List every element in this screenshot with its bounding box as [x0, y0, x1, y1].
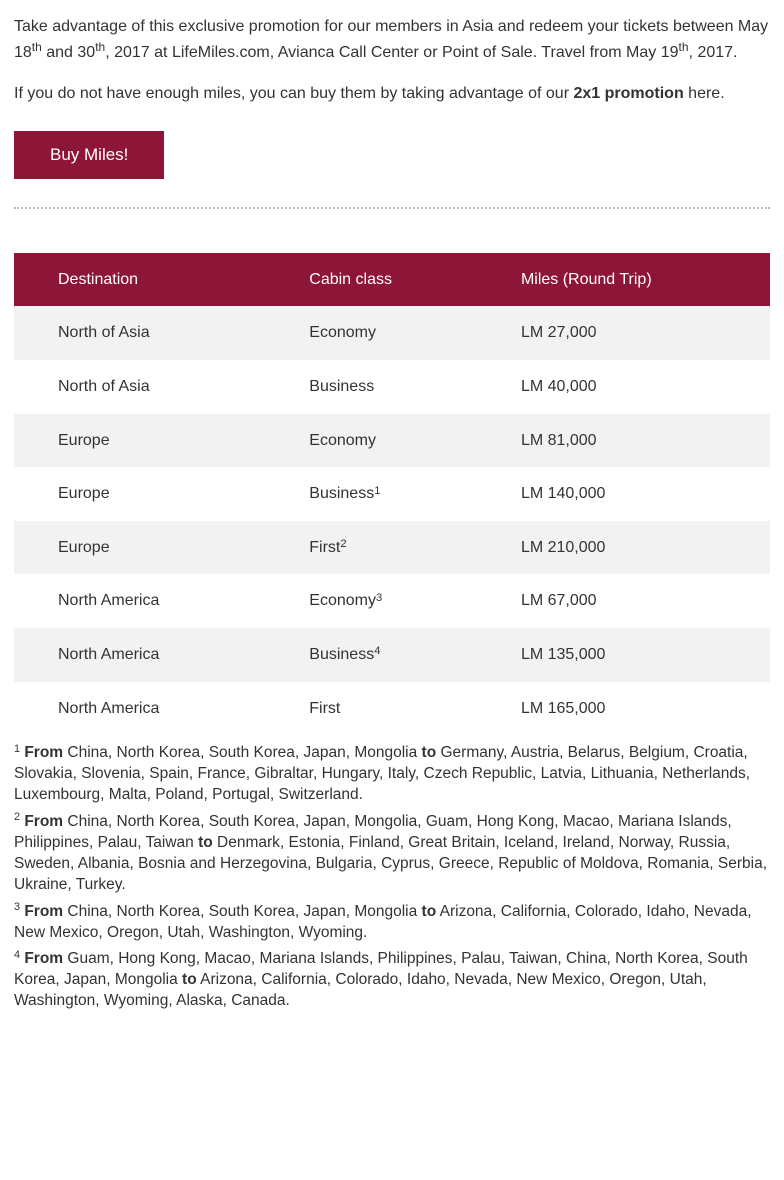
cabin-footnote-ref: 4	[374, 645, 380, 657]
buy-miles-button[interactable]: Buy Miles!	[14, 131, 164, 179]
cell-cabin: Business	[301, 360, 513, 414]
promo-bold: 2x1 promotion	[573, 85, 683, 102]
footnote-from-text: China, North Korea, South Korea, Japan, …	[63, 744, 421, 761]
footnote-to-label: to	[422, 903, 437, 920]
miles-table: Destination Cabin class Miles (Round Tri…	[14, 253, 770, 735]
footnote-from-text: China, North Korea, South Korea, Japan, …	[63, 903, 421, 920]
cell-cabin: Economy3	[301, 574, 513, 628]
cell-cabin: First	[301, 682, 513, 736]
cell-destination: Europe	[14, 414, 301, 468]
footnote: 1 From China, North Korea, South Korea, …	[14, 743, 770, 806]
table-row: North of AsiaBusinessLM 40,000	[14, 360, 770, 414]
table-row: EuropeEconomyLM 81,000	[14, 414, 770, 468]
promo-pre: If you do not have enough miles, you can…	[14, 85, 573, 102]
cell-miles: LM 81,000	[513, 414, 770, 468]
intro-sup-3: th	[679, 40, 689, 54]
footnote-from-label: From	[24, 903, 63, 920]
header-miles: Miles (Round Trip)	[513, 253, 770, 307]
footnote-number: 2	[14, 811, 20, 823]
cell-destination: North America	[14, 628, 301, 682]
footnote-number: 4	[14, 949, 20, 961]
footnote-number: 1	[14, 743, 20, 755]
cabin-footnote-ref: 1	[374, 485, 380, 497]
footnote-to-label: to	[198, 834, 213, 851]
intro-sup-2: th	[95, 40, 105, 54]
table-row: EuropeFirst2LM 210,000	[14, 521, 770, 575]
table-row: North AmericaEconomy3LM 67,000	[14, 574, 770, 628]
cell-destination: North America	[14, 682, 301, 736]
section-divider	[14, 207, 770, 209]
cell-miles: LM 40,000	[513, 360, 770, 414]
footnote-from-label: From	[24, 744, 63, 761]
table-row: EuropeBusiness1LM 140,000	[14, 467, 770, 521]
cell-destination: Europe	[14, 521, 301, 575]
promo-paragraph: If you do not have enough miles, you can…	[14, 81, 770, 107]
footnote: 2 From China, North Korea, South Korea, …	[14, 812, 770, 896]
footnote: 4 From Guam, Hong Kong, Macao, Mariana I…	[14, 949, 770, 1012]
cell-miles: LM 67,000	[513, 574, 770, 628]
cell-destination: North America	[14, 574, 301, 628]
intro-text-3: , 2017 at LifeMiles.com, Avianca Call Ce…	[105, 44, 678, 61]
footnote-from-label: From	[24, 950, 63, 967]
cell-miles: LM 210,000	[513, 521, 770, 575]
footnote-number: 3	[14, 901, 20, 913]
cell-cabin: Economy	[301, 414, 513, 468]
cell-destination: North of Asia	[14, 306, 301, 360]
header-destination: Destination	[14, 253, 301, 307]
cell-cabin: Business4	[301, 628, 513, 682]
table-row: North AmericaBusiness4LM 135,000	[14, 628, 770, 682]
promo-post: here.	[684, 85, 725, 102]
footnote-from-label: From	[24, 813, 63, 830]
cell-miles: LM 165,000	[513, 682, 770, 736]
table-header-row: Destination Cabin class Miles (Round Tri…	[14, 253, 770, 307]
header-cabin: Cabin class	[301, 253, 513, 307]
intro-text-4: , 2017.	[689, 44, 738, 61]
intro-paragraph: Take advantage of this exclusive promoti…	[14, 14, 770, 65]
cell-cabin: Economy	[301, 306, 513, 360]
intro-sup-1: th	[32, 40, 42, 54]
footnote-to-label: to	[422, 744, 437, 761]
table-row: North of AsiaEconomyLM 27,000	[14, 306, 770, 360]
table-row: North AmericaFirstLM 165,000	[14, 682, 770, 736]
footnote-to-label: to	[182, 971, 197, 988]
footnote: 3 From China, North Korea, South Korea, …	[14, 902, 770, 944]
cell-miles: LM 27,000	[513, 306, 770, 360]
cabin-footnote-ref: 2	[340, 538, 346, 550]
cell-destination: North of Asia	[14, 360, 301, 414]
cell-cabin: Business1	[301, 467, 513, 521]
cabin-footnote-ref: 3	[376, 592, 382, 604]
cell-miles: LM 140,000	[513, 467, 770, 521]
intro-text-2: and 30	[42, 44, 95, 61]
cell-miles: LM 135,000	[513, 628, 770, 682]
cell-cabin: First2	[301, 521, 513, 575]
cell-destination: Europe	[14, 467, 301, 521]
